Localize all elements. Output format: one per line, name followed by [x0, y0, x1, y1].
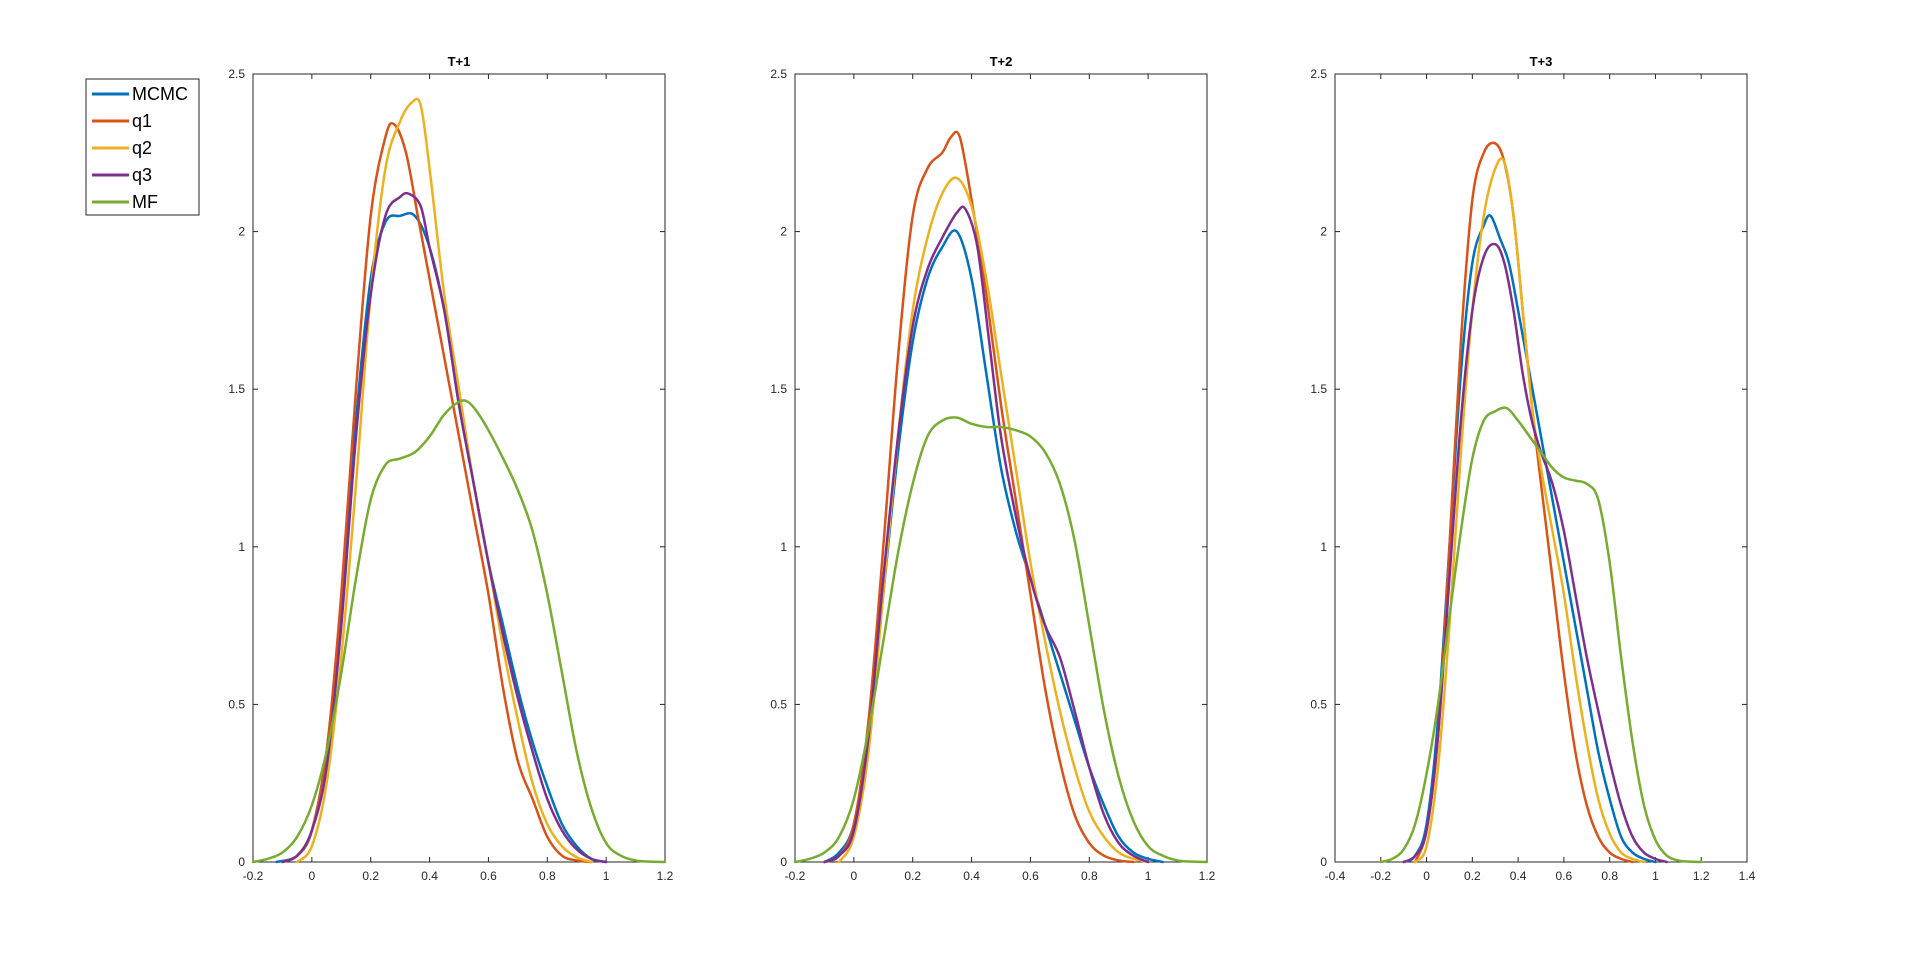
legend-item-q2: q2: [92, 138, 152, 158]
x-tick-label: 1.2: [1693, 869, 1710, 883]
y-tick-label: 2: [238, 225, 245, 239]
x-tick-label: 1: [1145, 869, 1152, 883]
series-line-q2: [837, 176, 1150, 864]
legend-label: q1: [132, 111, 152, 131]
y-tick-label: 1: [780, 540, 787, 554]
legend-item-mf: MF: [92, 192, 158, 212]
x-tick-label: -0.2: [243, 869, 264, 883]
series-line-q3: [281, 191, 608, 864]
x-tick-label: 1: [603, 869, 610, 883]
legend-item-mcmc: MCMC: [92, 84, 188, 104]
x-tick-label: 1: [1652, 869, 1659, 883]
subplot-1: -0.2 0 0.2 0.4 0.6 0.8 1 1.200.511.522.5T+1: [228, 54, 673, 883]
subplot-2: -0.2 0 0.2 0.4 0.6 0.8 1 1.200.511.522.5T+2: [770, 54, 1215, 883]
y-tick-label: 0: [238, 855, 245, 869]
legend-label: q2: [132, 138, 152, 158]
x-tick-label: 1.2: [1199, 869, 1216, 883]
x-tick-label: 0.2: [904, 869, 921, 883]
x-tick-label: 0.8: [1081, 869, 1098, 883]
y-tick-label: 1: [238, 540, 245, 554]
axes-box: [794, 73, 1208, 863]
x-tick-label: 0: [851, 869, 858, 883]
legend-label: MF: [132, 192, 158, 212]
x-tick-label: 1.4: [1739, 869, 1756, 883]
subplot-title: T+1: [448, 54, 471, 69]
x-tick-label: 0.4: [1510, 869, 1527, 883]
y-tick-label: 2.5: [1310, 67, 1327, 81]
axes-layer: -0.2 0 0.2 0.4 0.6 0.8 1 1.200.511.522.5T+1-0.2…: [228, 54, 1755, 883]
x-tick-label: 0.4: [421, 869, 438, 883]
y-tick-label: 1: [1320, 540, 1327, 554]
y-tick-label: 1.5: [1310, 382, 1327, 396]
series-line-mf: [1379, 406, 1703, 864]
series-line-mf: [251, 399, 667, 864]
x-tick-label: -0.2: [1370, 869, 1391, 883]
legend: MCMC q1 q2 q3 MF: [85, 78, 200, 216]
y-tick-label: 1.5: [228, 382, 245, 396]
x-tick-label: 0.6: [480, 869, 497, 883]
x-tick-label: 0: [309, 869, 316, 883]
legend-item-q3: q3: [92, 165, 152, 185]
legend-item-q1: q1: [92, 111, 152, 131]
x-tick-label: 0.6: [1556, 869, 1573, 883]
subplot-title: T+3: [1530, 54, 1553, 69]
x-tick-label: -0.2: [785, 869, 806, 883]
y-tick-label: 2.5: [228, 67, 245, 81]
x-tick-label: 0.8: [539, 869, 556, 883]
x-tick-label: 0.8: [1601, 869, 1618, 883]
y-tick-label: 0.5: [1310, 697, 1327, 711]
x-tick-label: 0.6: [1022, 869, 1039, 883]
series-line-q3: [823, 205, 1150, 864]
y-tick-label: 2: [1320, 225, 1327, 239]
x-tick-label: 0.2: [362, 869, 379, 883]
y-tick-label: 0: [1320, 855, 1327, 869]
subplot-title: T+2: [990, 54, 1013, 69]
series-line-q1: [281, 121, 593, 864]
subplot-3: -0.4 -0.2 0 0.2 0.4 0.6 0.8 1 1.2 1.4 0 0.5 1 1.5 2 2.5…: [1310, 54, 1755, 883]
x-tick-label: 0.2: [1464, 869, 1481, 883]
y-tick-label: 0: [780, 855, 787, 869]
legend-label: q3: [132, 165, 152, 185]
x-tick-label: 1.2: [657, 869, 674, 883]
axes-box: [1334, 73, 1748, 863]
y-tick-label: 2.5: [770, 67, 787, 81]
series-line-q1: [823, 130, 1135, 864]
x-tick-label: 0: [1423, 869, 1430, 883]
axes-box: [252, 73, 666, 863]
x-tick-label: -0.4: [1325, 869, 1346, 883]
series-line-q3: [1402, 242, 1669, 864]
y-tick-label: 2: [780, 225, 787, 239]
series-line-mf: [793, 416, 1209, 864]
legend-label: MCMC: [132, 84, 188, 104]
x-tick-label: 0.4: [963, 869, 980, 883]
y-tick-label: 0.5: [228, 697, 245, 711]
series-line-q2: [295, 97, 593, 864]
y-tick-label: 1.5: [770, 382, 787, 396]
y-tick-label: 0.5: [770, 697, 787, 711]
